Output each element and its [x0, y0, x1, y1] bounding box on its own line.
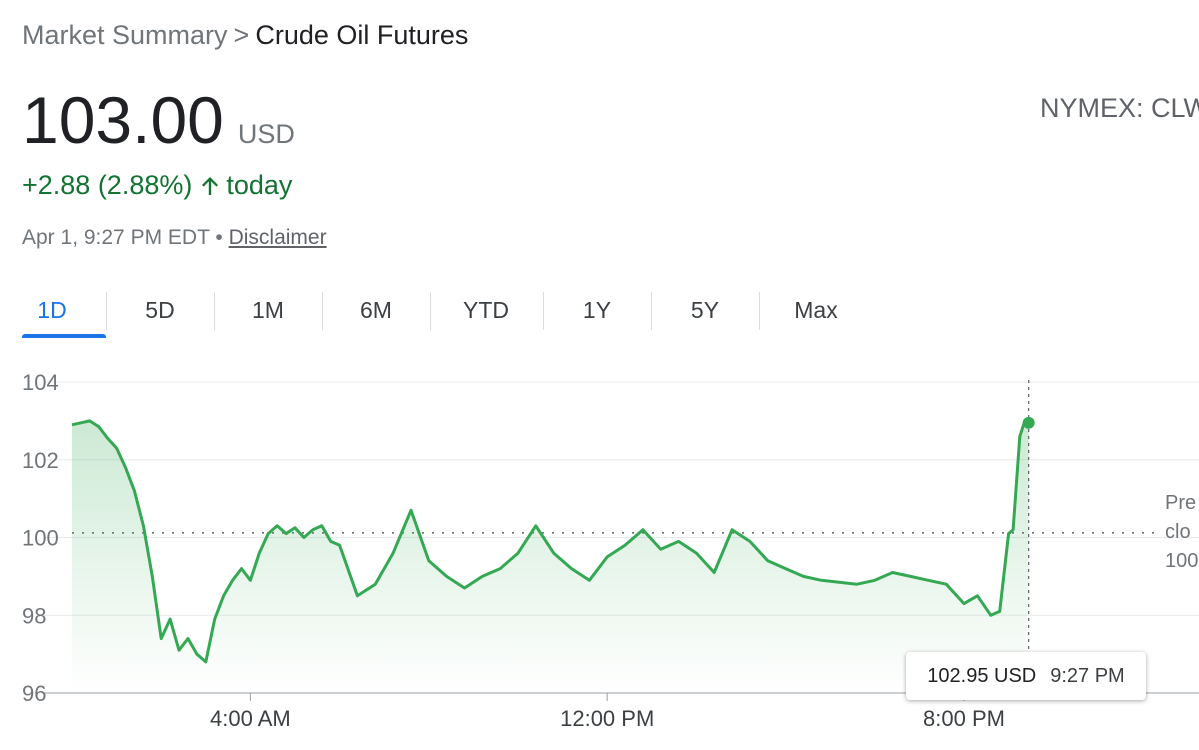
hover-tooltip: 102.95 USD 9:27 PM [906, 652, 1146, 700]
change-value: +2.88 (2.88%) [22, 170, 193, 200]
quote-timestamp: Apr 1, 9:27 PM EDT • Disclaimer [22, 226, 327, 250]
y-tick-label: 100 [22, 526, 59, 551]
x-tick-label: 12:00 PM [560, 706, 654, 731]
previous-close-label-line1: Pre [1165, 492, 1197, 514]
tab-5y[interactable]: 5Y [690, 297, 720, 323]
hover-point [1022, 416, 1035, 429]
tooltip-price: 102.95 USD [927, 664, 1037, 687]
tab-divider [651, 292, 652, 330]
breadcrumb: Market Summary > Crude Oil Futures [22, 20, 468, 51]
currency-label: USD [237, 119, 295, 149]
exchange-ticker: NYMEX: CLW [1040, 93, 1199, 123]
tab-divider [430, 292, 431, 330]
y-tick-label: 98 [22, 603, 46, 628]
price-line [71, 419, 1029, 664]
y-tick-label: 102 [22, 448, 59, 473]
breadcrumb-current: Crude Oil Futures [255, 20, 469, 50]
price-change: +2.88 (2.88%) today [22, 170, 292, 201]
price-chart[interactable]: 104 102 100 98 96 4:00 AM 12:00 PM 8:00 PM [0, 360, 1199, 750]
tab-max[interactable]: Max [794, 297, 838, 323]
tab-divider [214, 292, 215, 330]
tab-5d[interactable]: 5D [145, 297, 175, 323]
tooltip-time: 9:27 PM [1050, 664, 1125, 687]
x-tick-label: 8:00 PM [923, 706, 1005, 731]
tab-1d[interactable]: 1D [37, 297, 67, 323]
price-area [72, 420, 1029, 693]
y-tick-label: 96 [22, 681, 46, 706]
current-price: 103.00 [22, 83, 224, 157]
tab-1m[interactable]: 1M [252, 297, 284, 323]
change-suffix: today [226, 170, 293, 200]
tab-ytd[interactable]: YTD [463, 297, 509, 323]
disclaimer-link[interactable]: Disclaimer [228, 226, 327, 249]
previous-close-label-line3: 100 [1165, 550, 1199, 572]
tab-divider [759, 292, 760, 330]
active-tab-indicator [22, 334, 106, 338]
tab-6m[interactable]: 6M [360, 297, 392, 323]
breadcrumb-market-summary[interactable]: Market Summary [22, 20, 228, 50]
price-row: 103.00 USD [22, 82, 295, 158]
tab-divider [106, 292, 107, 330]
timestamp-text: Apr 1, 9:27 PM EDT [22, 226, 210, 249]
x-tick-label: 4:00 AM [210, 706, 291, 731]
tab-1y[interactable]: 1Y [582, 297, 612, 323]
timestamp-bullet: • [215, 226, 223, 249]
tab-divider [322, 292, 323, 330]
arrow-up-icon [202, 176, 219, 195]
previous-close-label-line2: clo [1165, 521, 1191, 543]
tab-divider [543, 292, 544, 330]
breadcrumb-separator: > [233, 20, 250, 50]
range-tabs: 1D 5D 1M 6M YTD 1Y 5Y Max [0, 290, 900, 340]
y-tick-label: 104 [22, 370, 59, 395]
